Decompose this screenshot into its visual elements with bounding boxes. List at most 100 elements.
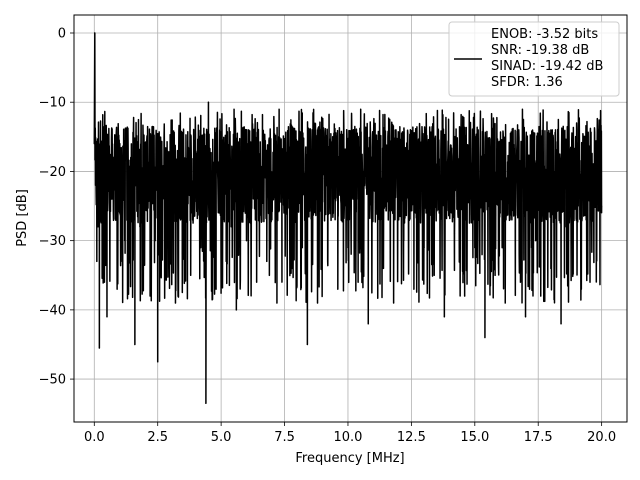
data-point bbox=[200, 246, 202, 249]
data-point bbox=[474, 246, 476, 249]
data-point bbox=[144, 184, 146, 186]
data-point bbox=[261, 177, 263, 179]
data-point bbox=[286, 233, 288, 235]
data-point bbox=[570, 246, 572, 249]
data-point bbox=[484, 336, 486, 339]
x-tick-label: 15.0 bbox=[460, 430, 489, 445]
data-point bbox=[321, 177, 324, 179]
data-point bbox=[245, 240, 248, 242]
data-point bbox=[357, 281, 359, 283]
data-point bbox=[96, 260, 98, 263]
data-point bbox=[316, 302, 319, 304]
data-point bbox=[494, 274, 496, 276]
data-point bbox=[103, 281, 106, 283]
data-point bbox=[398, 219, 400, 221]
data-point bbox=[448, 177, 451, 179]
data-point bbox=[372, 163, 374, 166]
data-point bbox=[271, 219, 273, 221]
data-point bbox=[524, 316, 527, 318]
data-point bbox=[489, 170, 491, 173]
x-tick-label: 12.5 bbox=[397, 430, 426, 445]
data-point bbox=[469, 198, 471, 200]
x-tick-label: 20.0 bbox=[587, 430, 616, 445]
data-point bbox=[157, 361, 159, 363]
data-point bbox=[174, 302, 177, 304]
data-point bbox=[352, 198, 354, 200]
data-point bbox=[575, 191, 577, 193]
data-point bbox=[342, 170, 344, 173]
data-point bbox=[540, 295, 542, 297]
data-point bbox=[519, 281, 522, 283]
psd-line bbox=[93, 32, 603, 405]
data-point bbox=[296, 198, 298, 200]
data-point bbox=[190, 274, 192, 276]
data-point bbox=[309, 184, 311, 186]
data-point bbox=[337, 288, 339, 290]
data-point bbox=[101, 198, 103, 200]
data-point bbox=[256, 281, 258, 283]
data-point bbox=[458, 260, 461, 263]
data-point bbox=[235, 309, 237, 311]
x-tick-label: 0.0 bbox=[84, 430, 105, 445]
data-point bbox=[601, 205, 603, 207]
data-point bbox=[94, 32, 96, 34]
data-point bbox=[565, 226, 567, 228]
data-point bbox=[367, 323, 369, 325]
legend: ENOB: -3.52 bits SNR: -19.38 dB SINAD: -… bbox=[448, 21, 620, 97]
data-point bbox=[585, 219, 588, 221]
data-point bbox=[530, 198, 532, 200]
data-point bbox=[154, 240, 156, 242]
y-axis-ticks: 0 −10 −20 −30 −40 −50 bbox=[39, 26, 74, 388]
data-point bbox=[179, 219, 182, 221]
data-point bbox=[464, 295, 466, 297]
data-point bbox=[195, 170, 197, 173]
y-axis-label: PSD [dB] bbox=[15, 189, 30, 247]
data-point bbox=[382, 267, 385, 269]
data-point bbox=[306, 343, 308, 346]
x-tick-label: 5.0 bbox=[211, 430, 232, 445]
data-point bbox=[560, 323, 562, 325]
series-layer bbox=[93, 32, 603, 405]
data-point bbox=[210, 212, 212, 214]
data-point bbox=[550, 267, 552, 269]
data-point bbox=[106, 316, 108, 318]
data-point bbox=[124, 240, 126, 242]
x-tick-label: 2.5 bbox=[147, 430, 168, 445]
data-point bbox=[119, 212, 121, 214]
data-point bbox=[97, 226, 99, 228]
data-point bbox=[266, 260, 268, 263]
data-point bbox=[393, 302, 395, 304]
x-axis-label: Frequency [MHz] bbox=[295, 451, 404, 466]
data-point bbox=[413, 288, 415, 290]
data-point bbox=[332, 212, 334, 214]
data-point bbox=[108, 163, 111, 166]
data-point bbox=[149, 295, 151, 297]
data-point bbox=[555, 212, 557, 214]
data-point bbox=[291, 267, 293, 269]
x-tick-label: 17.5 bbox=[524, 430, 553, 445]
data-point bbox=[509, 184, 511, 186]
data-point bbox=[93, 143, 95, 145]
x-axis-ticks: 0.0 2.5 5.0 7.5 10.0 12.5 15.0 17.5 20.0 bbox=[84, 422, 616, 445]
y-tick-label: −30 bbox=[39, 234, 66, 249]
data-point bbox=[418, 198, 420, 200]
x-tick-label: 10.0 bbox=[333, 430, 362, 445]
data-point bbox=[580, 288, 582, 290]
y-tick-label: 0 bbox=[58, 26, 66, 41]
data-point bbox=[94, 184, 97, 186]
data-point bbox=[595, 240, 598, 242]
data-point bbox=[311, 219, 314, 221]
data-point bbox=[164, 246, 166, 249]
data-point bbox=[362, 226, 364, 228]
data-point bbox=[347, 246, 349, 249]
plot-frame bbox=[73, 14, 628, 423]
data-point bbox=[433, 274, 435, 276]
y-tick-label: −40 bbox=[39, 303, 66, 318]
data-point bbox=[240, 163, 243, 166]
data-point bbox=[116, 288, 118, 290]
data-point bbox=[387, 184, 390, 186]
data-point bbox=[129, 170, 131, 173]
data-point bbox=[134, 343, 136, 346]
data-point bbox=[453, 233, 456, 235]
